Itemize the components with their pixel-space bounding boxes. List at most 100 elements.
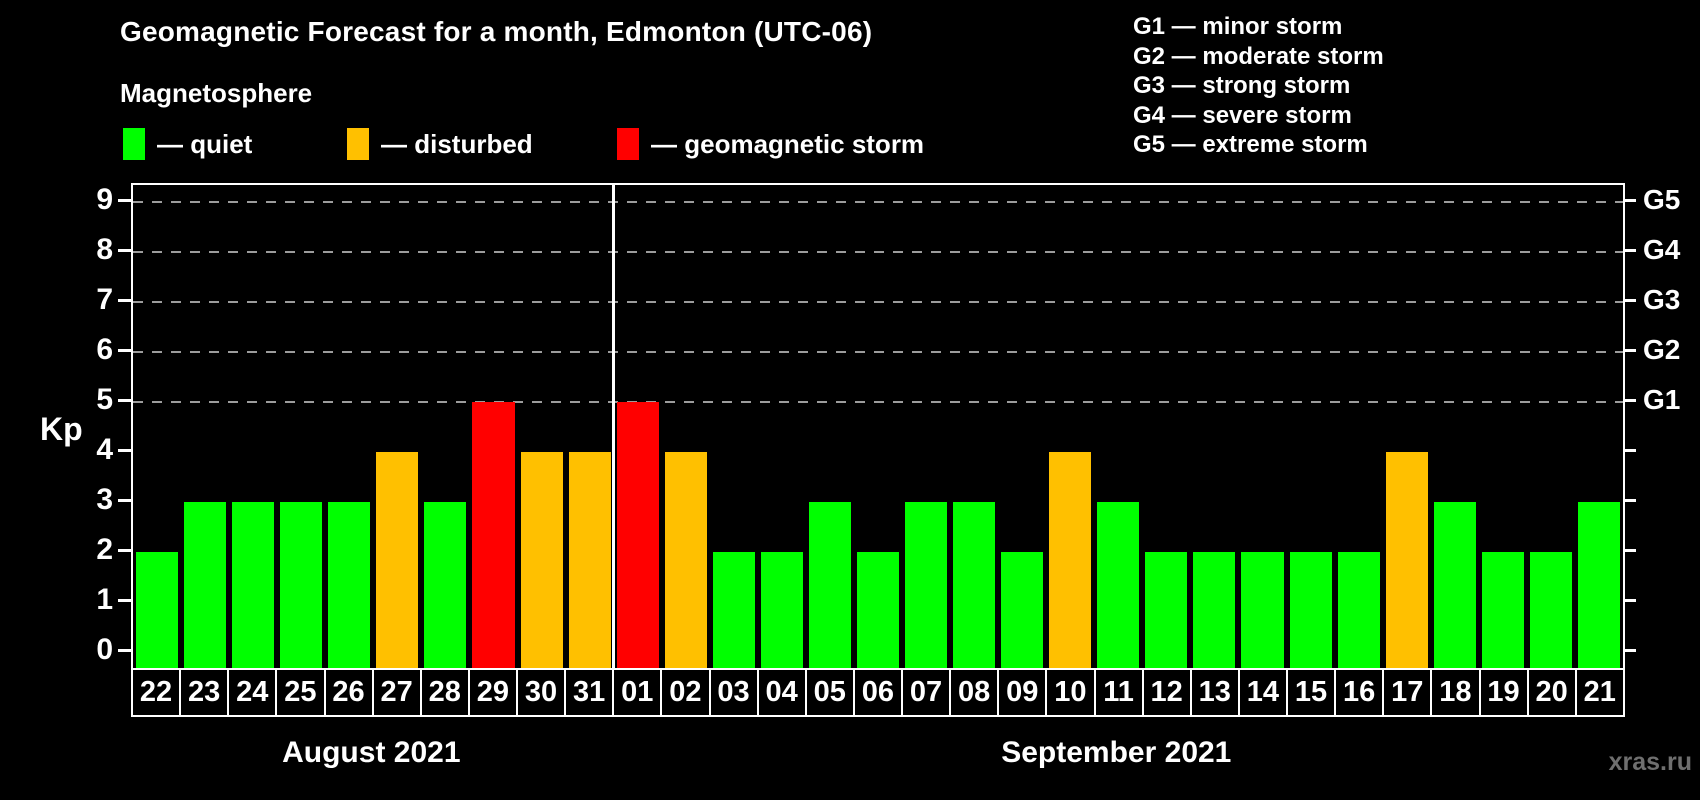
y-tick-label-8: 8 bbox=[96, 233, 113, 266]
kp-bar-day-12 bbox=[1145, 552, 1188, 668]
day-label-18: 18 bbox=[1430, 670, 1478, 715]
kp-bar-day-14 bbox=[1241, 552, 1284, 668]
x-axis-day-row: 22 23 24 25 26 27 28 29 30 31 01 02 03 04 05 06 07 08 09 10… bbox=[131, 668, 1625, 717]
kp-bar-day-13 bbox=[1193, 552, 1236, 668]
right-tick-kp0 bbox=[1623, 649, 1636, 652]
right-tick-kp9 bbox=[1623, 199, 1636, 202]
legend-item-quiet: — quiet bbox=[123, 128, 252, 160]
right-axis-label-G3: G3 bbox=[1643, 284, 1681, 315]
gridline-kp5 bbox=[133, 401, 1623, 403]
day-label-15: 15 bbox=[1286, 670, 1334, 715]
left-tick-kp2 bbox=[118, 549, 131, 552]
g-legend-line-5: G5 — extreme storm bbox=[1133, 131, 1368, 159]
legend-swatch-disturbed-icon bbox=[347, 128, 369, 160]
day-label-13: 13 bbox=[1189, 670, 1238, 715]
day-label-30: 30 bbox=[516, 670, 564, 715]
day-label-05: 05 bbox=[804, 670, 853, 715]
legend-item-storm: — geomagnetic storm bbox=[617, 128, 924, 160]
right-axis-label-G4: G4 bbox=[1643, 234, 1681, 265]
month-separator bbox=[612, 185, 616, 668]
day-label-04: 04 bbox=[756, 670, 805, 715]
day-label-09: 09 bbox=[997, 670, 1045, 715]
day-label-26: 26 bbox=[323, 670, 372, 715]
day-label-23: 23 bbox=[179, 670, 227, 715]
kp-bar-day-24 bbox=[232, 502, 275, 668]
kp-bar-day-27 bbox=[376, 452, 419, 668]
day-label-19: 19 bbox=[1478, 670, 1527, 715]
left-tick-kp5 bbox=[118, 399, 131, 402]
kp-bar-day-07 bbox=[905, 502, 948, 668]
kp-bar-day-18 bbox=[1433, 502, 1476, 668]
left-tick-kp9 bbox=[118, 199, 131, 202]
day-label-16: 16 bbox=[1334, 670, 1382, 715]
day-label-20: 20 bbox=[1526, 670, 1575, 715]
right-axis-label-G1: G1 bbox=[1643, 384, 1681, 415]
month-label: September 2021 bbox=[1001, 736, 1232, 769]
kp-bar-day-08 bbox=[953, 502, 996, 668]
g-scale-legend: G1 — minor storm G2 — moderate storm G3 — … bbox=[1133, 12, 1384, 160]
left-tick-kp6 bbox=[118, 349, 131, 352]
y-tick-label-2: 2 bbox=[96, 533, 113, 566]
day-label-08: 08 bbox=[949, 670, 997, 715]
day-label-10: 10 bbox=[1045, 670, 1093, 715]
kp-bar-day-03 bbox=[712, 552, 755, 668]
kp-bar-day-28 bbox=[424, 502, 467, 668]
right-tick-kp3 bbox=[1623, 499, 1636, 502]
left-tick-kp7 bbox=[118, 299, 131, 302]
kp-bar-day-30 bbox=[520, 452, 563, 668]
y-tick-label-0: 0 bbox=[96, 633, 113, 666]
left-tick-kp1 bbox=[118, 599, 131, 602]
right-axis-label-G5: G5 bbox=[1643, 184, 1681, 215]
gridline-kp7 bbox=[133, 301, 1623, 303]
day-label-24: 24 bbox=[227, 670, 275, 715]
right-tick-kp6 bbox=[1623, 349, 1636, 352]
kp-bar-day-16 bbox=[1337, 552, 1380, 668]
g-legend-line-4: G4 — severe storm bbox=[1133, 101, 1352, 129]
y-tick-label-5: 5 bbox=[96, 383, 113, 416]
gridline-kp8 bbox=[133, 251, 1623, 253]
left-tick-kp0 bbox=[118, 649, 131, 652]
kp-bar-day-22 bbox=[136, 552, 179, 668]
legend-label-disturbed: — disturbed bbox=[381, 128, 533, 159]
kp-bar-day-09 bbox=[1001, 552, 1044, 668]
legend-swatch-storm-icon bbox=[617, 128, 639, 160]
day-label-07: 07 bbox=[901, 670, 949, 715]
y-tick-label-4: 4 bbox=[96, 433, 113, 466]
kp-bar-day-11 bbox=[1097, 502, 1140, 668]
day-label-31: 31 bbox=[564, 670, 612, 715]
kp-bar-day-15 bbox=[1289, 552, 1332, 668]
legend-swatch-quiet-icon bbox=[123, 128, 145, 160]
y-tick-label-1: 1 bbox=[96, 583, 113, 616]
magnetosphere-legend: — quiet — disturbed — geomagnetic storm bbox=[0, 128, 1100, 164]
right-tick-kp8 bbox=[1623, 249, 1636, 252]
right-axis-label-G2: G2 bbox=[1643, 334, 1681, 365]
kp-bar-day-02 bbox=[664, 452, 707, 668]
day-label-02: 02 bbox=[660, 670, 708, 715]
day-label-17: 17 bbox=[1382, 670, 1430, 715]
day-label-12: 12 bbox=[1141, 670, 1190, 715]
day-label-29: 29 bbox=[467, 670, 516, 715]
kp-bar-day-06 bbox=[856, 552, 900, 668]
left-tick-kp4 bbox=[118, 449, 131, 452]
y-tick-label-7: 7 bbox=[96, 283, 113, 316]
day-label-27: 27 bbox=[371, 670, 420, 715]
month-label: August 2021 bbox=[282, 736, 461, 769]
y-tick-label-6: 6 bbox=[96, 333, 113, 366]
day-label-03: 03 bbox=[708, 670, 757, 715]
left-tick-kp8 bbox=[118, 249, 131, 252]
day-label-25: 25 bbox=[275, 670, 323, 715]
y-tick-label-3: 3 bbox=[96, 483, 113, 516]
kp-bar-day-23 bbox=[184, 502, 227, 668]
day-label-11: 11 bbox=[1093, 670, 1142, 715]
chart-title: Geomagnetic Forecast for a month, Edmont… bbox=[120, 16, 873, 47]
kp-bar-day-17 bbox=[1385, 452, 1428, 668]
right-tick-kp1 bbox=[1623, 599, 1636, 602]
g-legend-line-1: G1 — minor storm bbox=[1133, 13, 1343, 40]
day-label-06: 06 bbox=[852, 670, 901, 715]
magnetosphere-label: Magnetosphere bbox=[120, 78, 313, 108]
kp-bar-day-21 bbox=[1577, 502, 1620, 668]
watermark: xras.ru bbox=[1608, 748, 1692, 776]
kp-bar-day-20 bbox=[1529, 552, 1572, 668]
legend-label-quiet: — quiet bbox=[157, 128, 253, 159]
